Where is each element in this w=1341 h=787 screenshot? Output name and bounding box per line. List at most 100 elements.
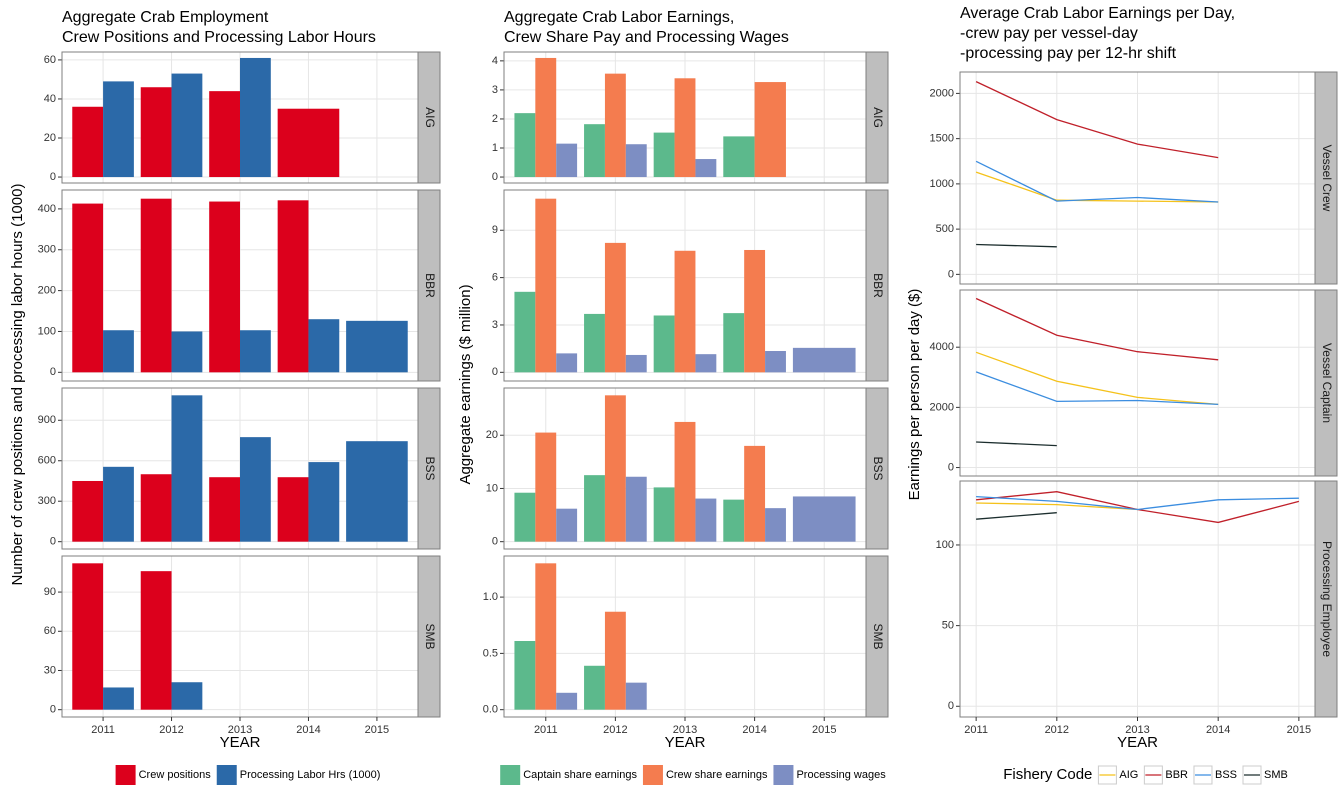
line <box>975 371 1219 406</box>
bar <box>723 499 745 542</box>
bar <box>695 159 717 178</box>
bar <box>556 143 578 178</box>
legend-label: BSS <box>1215 769 1237 781</box>
line <box>976 502 1138 511</box>
x-tick-label: 2012 <box>1045 724 1069 736</box>
strip <box>417 189 441 382</box>
x-tick-label: 2012 <box>603 724 627 736</box>
legend-label: Processing wages <box>796 769 886 781</box>
bar <box>346 320 408 373</box>
strip-label: SMB <box>871 623 885 649</box>
bar <box>103 330 134 373</box>
x-tick-label: 2013 <box>673 724 697 736</box>
legend-label: BBR <box>1165 769 1188 781</box>
strip-label: Processing Employee <box>1320 541 1334 657</box>
bar <box>695 498 717 542</box>
y-tick-label: 10 <box>486 482 498 494</box>
x-tick-label: 2013 <box>228 724 252 736</box>
x-tick-label: 2014 <box>742 724 766 736</box>
line <box>976 512 1057 520</box>
y-tick-label: 100 <box>38 325 56 337</box>
x-tick-label: 2014 <box>1206 724 1230 736</box>
legend-key <box>500 765 521 785</box>
x-tick-label: 2015 <box>1287 724 1311 736</box>
y-tick-label: 900 <box>38 414 56 426</box>
bar <box>240 330 271 373</box>
bar <box>653 132 675 178</box>
strip-label: AIG <box>423 107 437 128</box>
y-tick-label: 3 <box>492 84 498 96</box>
bar <box>514 641 536 710</box>
y-tick-label: 0.0 <box>483 704 498 716</box>
y-tick-label: 6 <box>492 272 498 284</box>
chart-title: Aggregate Crab Labor Earnings, <box>504 9 734 26</box>
bar <box>72 106 104 178</box>
y-tick-label: 0 <box>50 366 56 378</box>
x-tick-label: 2015 <box>365 724 389 736</box>
bar <box>171 682 203 710</box>
y-tick-label: 2 <box>492 113 498 125</box>
strip <box>417 555 441 718</box>
x-axis-label: YEAR <box>220 734 261 751</box>
x-tick-label: 2011 <box>91 724 115 736</box>
strip <box>1314 289 1338 477</box>
x-tick-label: 2012 <box>159 724 183 736</box>
chart-title: Crew Share Pay and Processing Wages <box>504 29 789 46</box>
y-tick-label: 20 <box>44 132 56 144</box>
strip <box>1314 480 1338 718</box>
strip-label: BSS <box>423 456 437 480</box>
bar <box>514 291 536 373</box>
strip <box>865 555 889 718</box>
y-tick-label: 4000 <box>930 341 954 353</box>
legend-label: SMB <box>1264 769 1288 781</box>
strip <box>1314 71 1338 285</box>
bar <box>514 492 536 542</box>
bar <box>103 81 134 178</box>
bar <box>209 201 240 373</box>
y-axis-label: Aggregate earnings ($ million) <box>457 284 474 484</box>
bar <box>625 144 647 178</box>
bar <box>514 113 536 178</box>
bar <box>584 124 605 178</box>
x-tick-label: 2011 <box>964 724 988 736</box>
legend-key <box>115 765 136 785</box>
bar <box>103 466 134 542</box>
bar <box>765 508 786 542</box>
y-tick-label: 1500 <box>930 133 954 145</box>
legend-label: AIG <box>1119 769 1138 781</box>
bar <box>604 395 626 542</box>
bar <box>625 682 647 710</box>
strip-label: BSS <box>871 456 885 480</box>
bar <box>72 203 104 373</box>
bar <box>625 476 647 542</box>
y-tick-label: 30 <box>44 664 56 676</box>
bar <box>240 57 271 178</box>
y-tick-label: 100 <box>936 539 954 551</box>
bar <box>171 73 203 178</box>
y-tick-label: 300 <box>38 495 56 507</box>
bar <box>604 242 626 373</box>
legend: Fishery Code AIG BBR BSS SMB <box>1003 765 1288 785</box>
x-tick-label: 2013 <box>1125 724 1149 736</box>
y-tick-label: 0 <box>50 704 56 716</box>
strip-label: Vessel Crew <box>1320 145 1334 212</box>
bar <box>695 354 717 373</box>
bar <box>604 611 626 710</box>
bar <box>535 198 557 373</box>
legend-label: Captain share earnings <box>523 769 637 781</box>
y-tick-label: 3 <box>492 319 498 331</box>
bar <box>103 687 134 710</box>
y-tick-label: 4 <box>492 55 498 67</box>
line <box>976 441 1057 447</box>
bar <box>209 477 240 542</box>
y-tick-label: 300 <box>38 244 56 256</box>
bar <box>792 496 856 542</box>
y-tick-label: 0 <box>948 268 954 280</box>
bar <box>308 319 340 373</box>
y-axis-label: Earnings per person per day ($) <box>906 289 923 501</box>
line <box>975 351 1219 406</box>
bar <box>674 421 696 542</box>
bar <box>754 82 786 178</box>
strip-label: AIG <box>871 107 885 128</box>
